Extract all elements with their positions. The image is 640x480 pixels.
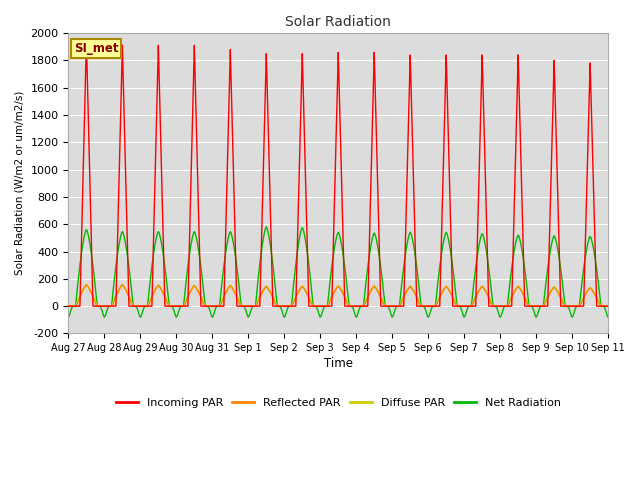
X-axis label: Time: Time [324, 357, 353, 371]
Title: Solar Radiation: Solar Radiation [285, 15, 391, 29]
Legend: Incoming PAR, Reflected PAR, Diffuse PAR, Net Radiation: Incoming PAR, Reflected PAR, Diffuse PAR… [111, 393, 565, 412]
Text: SI_met: SI_met [74, 42, 118, 55]
Y-axis label: Solar Radiation (W/m2 or um/m2/s): Solar Radiation (W/m2 or um/m2/s) [15, 91, 25, 276]
